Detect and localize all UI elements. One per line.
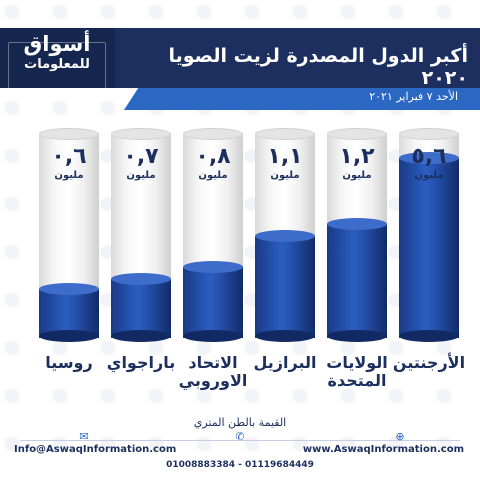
data-label: ٠,٧ bbox=[123, 144, 159, 169]
phone-numbers: 01008883384 - 01119684449 bbox=[166, 460, 314, 470]
bar-fill-top bbox=[399, 152, 459, 164]
cylinder-base bbox=[39, 330, 99, 342]
cylinder-base bbox=[111, 330, 171, 342]
bar-fill-top bbox=[39, 283, 99, 295]
date-bar bbox=[124, 88, 480, 110]
bar-fill bbox=[111, 279, 171, 338]
data-label: ٥,٦ bbox=[411, 144, 447, 169]
email-link[interactable]: Info@AswaqInformation.com bbox=[14, 444, 177, 455]
unit-label: مليون bbox=[342, 170, 372, 181]
unit-label: مليون bbox=[270, 170, 300, 181]
mail-icon: ✉ bbox=[79, 430, 89, 443]
bar-fill bbox=[255, 236, 315, 338]
data-label: ٠,٨ bbox=[195, 144, 231, 169]
cylinder-bar: ٠,٨ مليون bbox=[183, 128, 243, 342]
bar-fill bbox=[39, 289, 99, 338]
cylinder-top bbox=[255, 128, 315, 140]
bar-fill-top bbox=[255, 230, 315, 242]
cylinder-base bbox=[399, 330, 459, 342]
cylinder-top bbox=[399, 128, 459, 140]
unit-note: القيمة بالطن المتري bbox=[193, 416, 287, 429]
website-link[interactable]: www.AswaqInformation.com bbox=[302, 444, 464, 455]
bar-fill-top bbox=[327, 218, 387, 230]
category-label: باراجواي bbox=[106, 353, 176, 372]
cylinder-bar: ١,٢ مليون bbox=[327, 128, 387, 342]
logo-text-sub: للمعلومات bbox=[24, 57, 90, 72]
logo: أسواق للمعلومات bbox=[14, 32, 100, 90]
cylinder-top bbox=[111, 128, 171, 140]
bar-fill-top bbox=[111, 273, 171, 285]
unit-label: مليون bbox=[126, 170, 156, 181]
bar-fill bbox=[183, 267, 243, 338]
category-label: روسيا bbox=[45, 353, 93, 372]
unit-label: مليون bbox=[54, 170, 84, 181]
bar-fill bbox=[399, 158, 459, 338]
logo-frame bbox=[8, 42, 106, 94]
date-label: الأحد ٧ فبراير ٢٠٢١ bbox=[369, 90, 458, 103]
cylinder-bar: ٠,٦ مليون bbox=[39, 128, 99, 342]
cylinder-top bbox=[327, 128, 387, 140]
cylinder-bar: ٥,٦ مليون bbox=[399, 128, 459, 342]
cylinder-bar: ٠,٧ مليون bbox=[111, 128, 171, 342]
unit-label: مليون bbox=[414, 170, 444, 181]
cylinder-bar: ١,١ مليون bbox=[255, 128, 315, 342]
category-label: الأرجنتين bbox=[392, 353, 466, 372]
cylinder-base bbox=[255, 330, 315, 342]
globe-icon: ⊕ bbox=[395, 430, 405, 443]
category-label: الاتحاد الاوروبي bbox=[178, 353, 248, 390]
footer-divider bbox=[20, 440, 460, 441]
bar-fill bbox=[327, 224, 387, 338]
bar-fill-top bbox=[183, 261, 243, 273]
cylinder-base bbox=[183, 330, 243, 342]
data-label: ٠,٦ bbox=[51, 144, 87, 169]
category-label: البرازيل bbox=[253, 353, 317, 372]
logo-background bbox=[0, 28, 115, 88]
logo-text-main: أسواق bbox=[23, 32, 91, 56]
data-label: ١,٢ bbox=[339, 144, 375, 169]
data-label: ١,١ bbox=[267, 144, 303, 169]
unit-label: مليون bbox=[198, 170, 228, 181]
category-label: الولايات المتحدة bbox=[326, 353, 388, 390]
phone-icon: ✆ bbox=[235, 430, 245, 443]
cylinder-top bbox=[39, 128, 99, 140]
chart-title: أكبر الدول المصدرة لزيت الصويا ٢٠٢٠ bbox=[168, 45, 468, 89]
cylinder-top bbox=[183, 128, 243, 140]
cylinder-base bbox=[327, 330, 387, 342]
